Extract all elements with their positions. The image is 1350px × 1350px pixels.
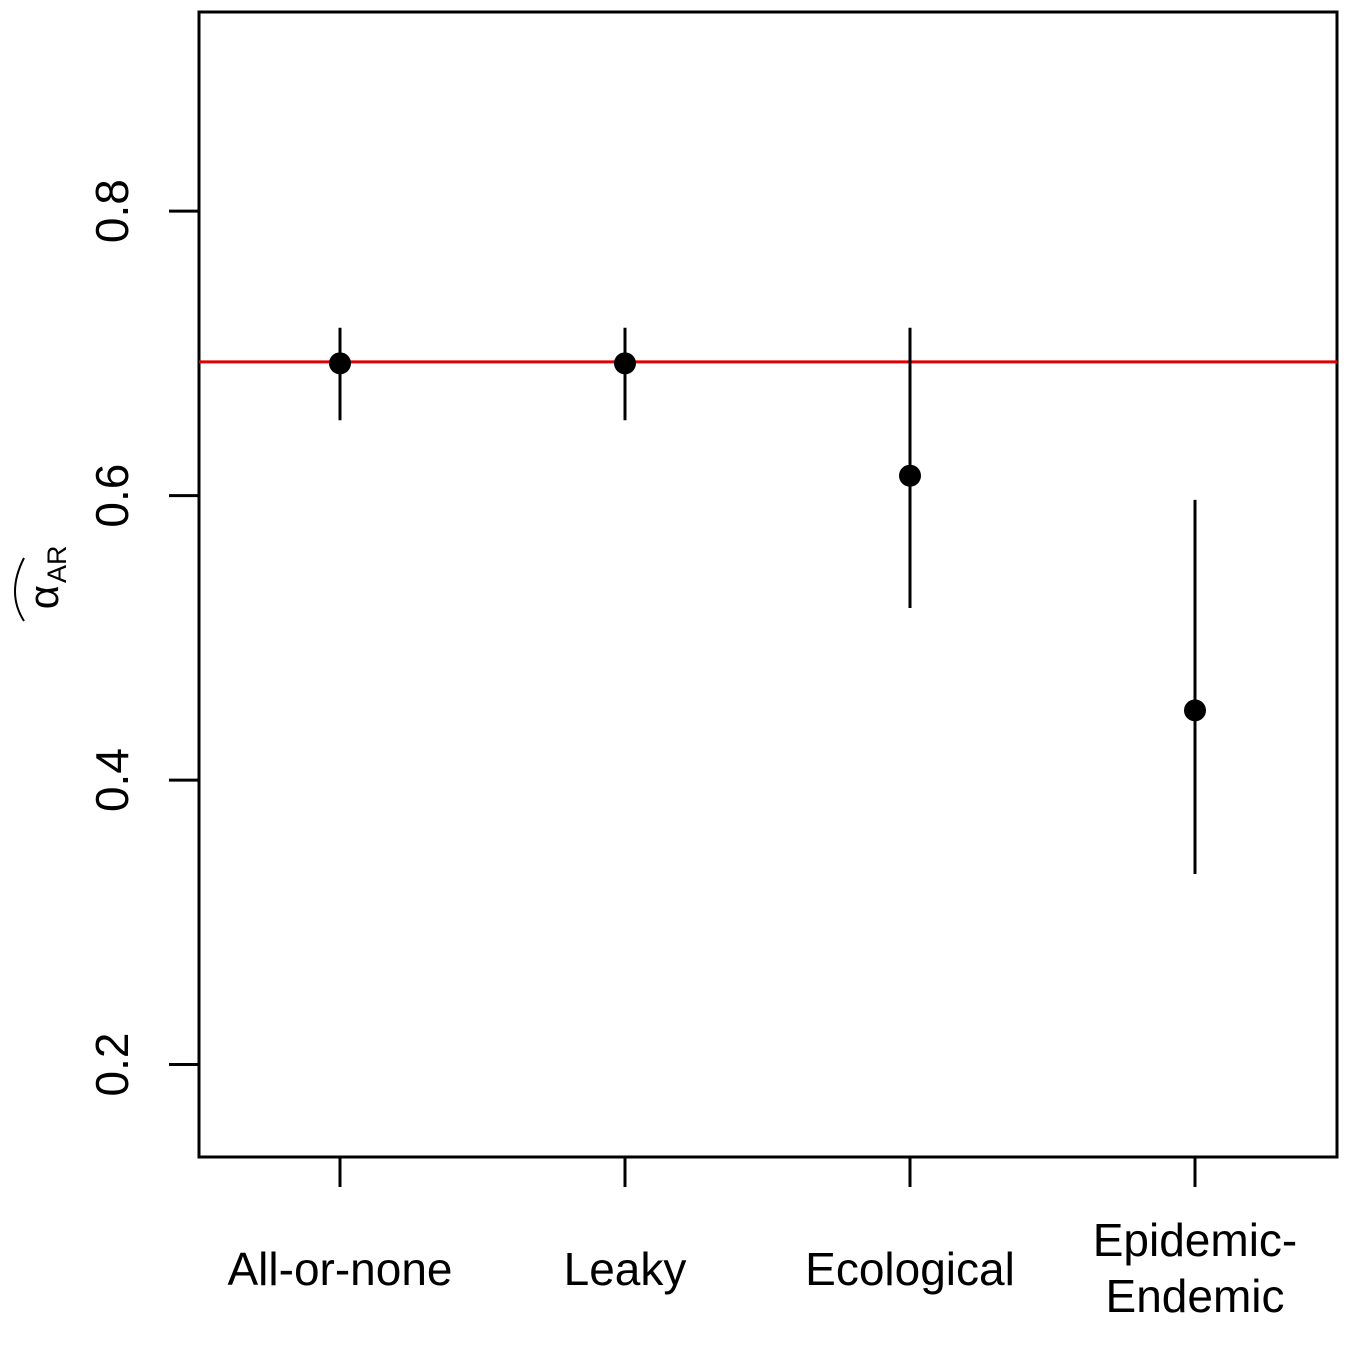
plot-frame bbox=[197, 10, 1339, 1159]
x-tick-label: Ecological bbox=[805, 1243, 1015, 1295]
y-axis-label-hat bbox=[14, 557, 25, 622]
x-tick-label: Endemic bbox=[1106, 1270, 1285, 1322]
y-axis-label: α AR bbox=[14, 545, 72, 622]
y-tick-label: 0.2 bbox=[86, 1033, 138, 1097]
y-axis-label-symbol: α bbox=[20, 585, 67, 609]
x-tick-label: Epidemic- bbox=[1093, 1214, 1298, 1266]
y-axis-label-subscript: AR bbox=[42, 545, 72, 583]
y-axis: 0.2 0.4 0.6 0.8 bbox=[86, 179, 199, 1097]
y-tick-label: 0.8 bbox=[86, 179, 138, 243]
data-points bbox=[329, 352, 1206, 722]
data-point bbox=[614, 352, 636, 375]
y-tick-label: 0.4 bbox=[86, 748, 138, 812]
x-axis: All-or-none Leaky Ecological Epidemic-Endem… bbox=[228, 1157, 1298, 1322]
data-point bbox=[1184, 699, 1206, 722]
x-tick-label: All-or-none bbox=[228, 1243, 453, 1295]
error-bars bbox=[338, 327, 1197, 874]
y-tick-label: 0.6 bbox=[86, 464, 138, 528]
data-point bbox=[329, 352, 351, 375]
x-tick-label: Leaky bbox=[564, 1243, 687, 1295]
data-point bbox=[899, 464, 921, 487]
